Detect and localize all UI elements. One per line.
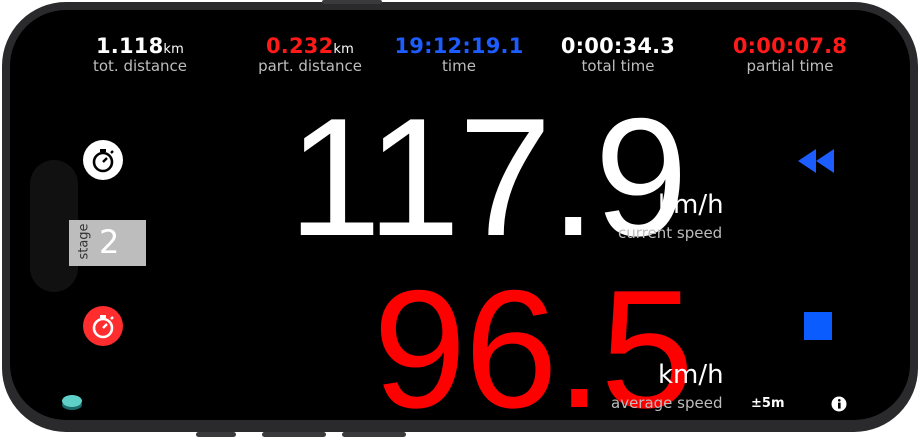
tot-distance-value: 1.118 xyxy=(95,34,164,58)
average-speed-unit: km/h xyxy=(658,360,724,390)
part-distance-unit: km xyxy=(333,42,355,57)
average-speed-label: average speed xyxy=(611,394,723,412)
partial-time-stat: 0:00:07.8 partial time xyxy=(710,34,870,75)
part-distance-label: part. distance xyxy=(258,57,362,75)
current-speed-unit: km/h xyxy=(658,190,724,220)
total-time-label: total time xyxy=(581,57,655,75)
current-speed-label: current speed xyxy=(618,224,723,242)
stopwatch-red-icon xyxy=(92,315,114,339)
stage-number: 2 xyxy=(99,223,120,261)
part-distance-stat: 0.232km part. distance xyxy=(230,34,390,75)
time-value: 19:12:19.1 xyxy=(394,34,524,58)
stopwatch-icon xyxy=(92,149,114,173)
stage-label: stage xyxy=(76,223,92,260)
average-speed-value: 96.5 xyxy=(373,255,694,420)
stop-icon[interactable] xyxy=(804,312,832,340)
total-time-value: 0:00:34.3 xyxy=(560,34,676,58)
tot-distance-unit: km xyxy=(163,42,185,57)
gps-accuracy: ±5m xyxy=(751,396,785,411)
tot-distance-stat: 1.118km tot. distance xyxy=(60,34,220,75)
rewind-icon[interactable] xyxy=(796,148,838,174)
app-screen: 1.118km tot. distance 0.232km part. dist… xyxy=(10,10,910,420)
stage-selector[interactable]: stage 2 xyxy=(69,220,146,266)
partial-time-label: partial time xyxy=(746,57,834,75)
partial-time-value: 0:00:07.8 xyxy=(732,34,848,58)
total-time-stat: 0:00:34.3 total time xyxy=(538,34,698,75)
current-speed-value: 117.9 xyxy=(288,83,688,271)
volume-button-1 xyxy=(196,432,236,437)
time-label: time xyxy=(442,57,476,75)
part-distance-value: 0.232 xyxy=(265,34,334,58)
stopwatch-button[interactable] xyxy=(83,140,123,180)
time-stat: 19:12:19.1 time xyxy=(379,34,539,75)
volume-button-2 xyxy=(262,432,326,437)
tot-distance-label: tot. distance xyxy=(92,57,188,75)
volume-button-3 xyxy=(342,432,406,437)
status-light-icon xyxy=(62,395,82,410)
side-button-top xyxy=(322,0,382,4)
info-icon[interactable] xyxy=(831,396,847,412)
stopwatch-reset-button[interactable] xyxy=(83,306,123,346)
